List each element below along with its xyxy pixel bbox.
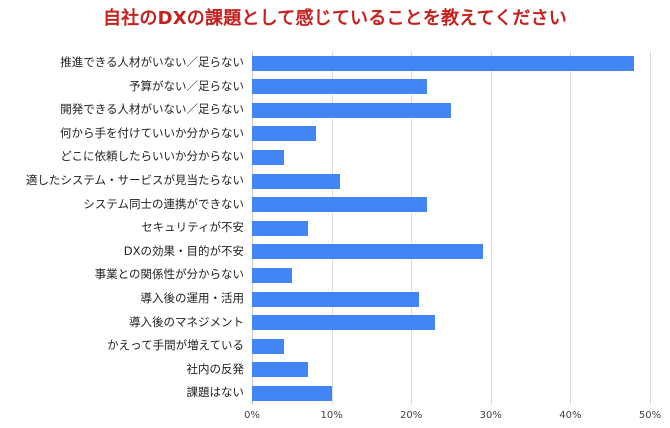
bar[interactable] [252, 55, 635, 71]
bar[interactable] [252, 173, 340, 189]
category-label: かえって手間が増えている [107, 338, 244, 353]
gridline [650, 51, 651, 405]
chart-title: 自社のDXの課題として感じていることを教えてください [102, 8, 568, 29]
bar-row [252, 169, 650, 193]
bar[interactable] [252, 315, 436, 331]
category-label: 導入後の運用・活用 [140, 291, 245, 305]
x-tick-label: 50% [638, 410, 662, 421]
category-label: 導入後のマネジメント [129, 314, 244, 329]
bar[interactable] [252, 338, 284, 354]
gridline [490, 51, 492, 405]
bar-row [252, 358, 650, 382]
bar[interactable] [252, 197, 428, 213]
category-label: 開発できる人材がいない／足らない [60, 102, 244, 117]
plot-area [252, 51, 651, 405]
bar[interactable] [252, 362, 308, 378]
bar-row [252, 216, 650, 240]
bar-row [252, 51, 650, 75]
category-label: DXの効果・目的が不安 [123, 243, 244, 258]
x-tick-label: 10% [320, 410, 343, 421]
category-label: セキュリティが不安 [141, 220, 244, 235]
category-label: どこに依頼したらいいか分からない [60, 149, 244, 164]
category-label: システム同士の連携ができない [83, 196, 244, 211]
category-label: 事業との関係性が分からない [94, 267, 244, 282]
bar-row [252, 145, 650, 169]
bar-row [252, 287, 650, 311]
bar-row [252, 381, 650, 405]
bar-row [252, 263, 650, 287]
bar[interactable] [252, 267, 292, 283]
gridline [411, 51, 413, 405]
bar-row [252, 122, 650, 146]
gridline [570, 51, 572, 405]
bar[interactable] [252, 126, 316, 142]
category-label: 適したシステム・サービスが見当たらない [25, 173, 244, 187]
category-label: 社内の反発 [186, 361, 245, 376]
bar-row [252, 193, 650, 217]
gridline [331, 51, 333, 405]
bar[interactable] [252, 79, 428, 95]
bar-row [252, 334, 650, 358]
bar-row [252, 75, 650, 99]
bar[interactable] [252, 149, 284, 165]
bar[interactable] [252, 244, 483, 260]
bar[interactable] [252, 291, 420, 307]
bar[interactable] [252, 385, 332, 401]
bar-row [252, 311, 650, 335]
bar[interactable] [252, 102, 451, 118]
bar-row [252, 98, 650, 122]
x-tick-label: 20% [400, 410, 423, 421]
category-label: 何から手を付けていいか分からない [60, 125, 244, 140]
x-tick-label: 0% [244, 410, 260, 421]
x-tick-label: 30% [479, 410, 502, 421]
category-label: 推進できる人材がいない／足らない [60, 55, 244, 69]
category-label: 課題はない [186, 385, 245, 400]
category-label: 予算がない／足らない [129, 78, 244, 93]
bar[interactable] [252, 220, 308, 236]
x-tick-label: 40% [559, 410, 582, 421]
bar-row [252, 240, 650, 264]
